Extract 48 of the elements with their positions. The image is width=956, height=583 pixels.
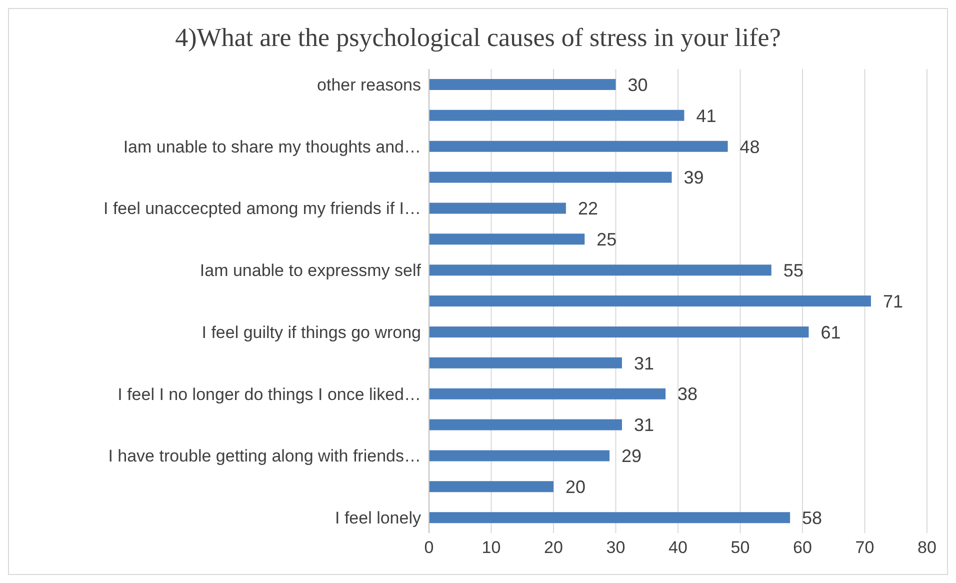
bar xyxy=(429,234,585,245)
y-tick-label: I feel unaccecpted among my friends if I… xyxy=(104,199,421,218)
x-tick-label: 50 xyxy=(730,538,750,558)
x-tick-label: 20 xyxy=(544,538,563,558)
data-label: 25 xyxy=(596,230,617,250)
data-label: 61 xyxy=(820,322,841,342)
y-tick-label: I feel I no longer do things I once liked… xyxy=(118,384,421,404)
bar xyxy=(429,264,772,276)
bar xyxy=(429,140,728,152)
data-label: 71 xyxy=(882,291,904,312)
bar xyxy=(429,296,871,307)
bar xyxy=(429,172,672,183)
bar xyxy=(429,450,610,462)
data-label: 48 xyxy=(740,136,760,157)
x-tick-label: 70 xyxy=(855,538,874,558)
x-tick-label: 40 xyxy=(668,538,688,558)
data-label: 58 xyxy=(802,508,822,528)
chart-title: 4)What are the psychological causes of stress in your life? xyxy=(174,23,782,54)
data-label: 20 xyxy=(566,477,586,498)
y-tick-label: I feel lonely xyxy=(335,508,422,528)
y-tick-label: Iam unable to share my thoughts and… xyxy=(123,137,421,156)
data-label: 38 xyxy=(678,384,698,404)
bar xyxy=(429,512,790,524)
y-tick-label: other reasons xyxy=(317,76,421,94)
bar xyxy=(429,79,616,90)
y-tick-label: I feel guilty if things go wrong xyxy=(202,322,421,342)
data-label: 41 xyxy=(696,106,716,126)
x-tick-label: 80 xyxy=(918,538,936,558)
y-tick-label: I have trouble getting along with friends… xyxy=(108,446,421,466)
bar xyxy=(429,110,684,121)
y-tick-label: Iam unable to expressmy self xyxy=(200,261,422,280)
data-label: 30 xyxy=(628,74,648,95)
bar xyxy=(429,419,622,430)
data-label: 31 xyxy=(634,353,654,374)
data-label: 31 xyxy=(634,415,654,436)
bar xyxy=(429,202,566,214)
bar xyxy=(429,357,622,368)
x-tick-label: 10 xyxy=(482,538,501,558)
bar xyxy=(429,481,554,492)
data-label: 22 xyxy=(578,198,598,219)
data-label: 29 xyxy=(622,446,642,466)
bar xyxy=(429,388,666,400)
x-tick-label: 30 xyxy=(606,538,626,558)
x-tick-label: 0 xyxy=(424,538,434,558)
x-tick-label: 60 xyxy=(793,538,812,558)
bar xyxy=(429,326,809,338)
data-label: 55 xyxy=(783,260,804,280)
data-label: 39 xyxy=(684,168,704,188)
